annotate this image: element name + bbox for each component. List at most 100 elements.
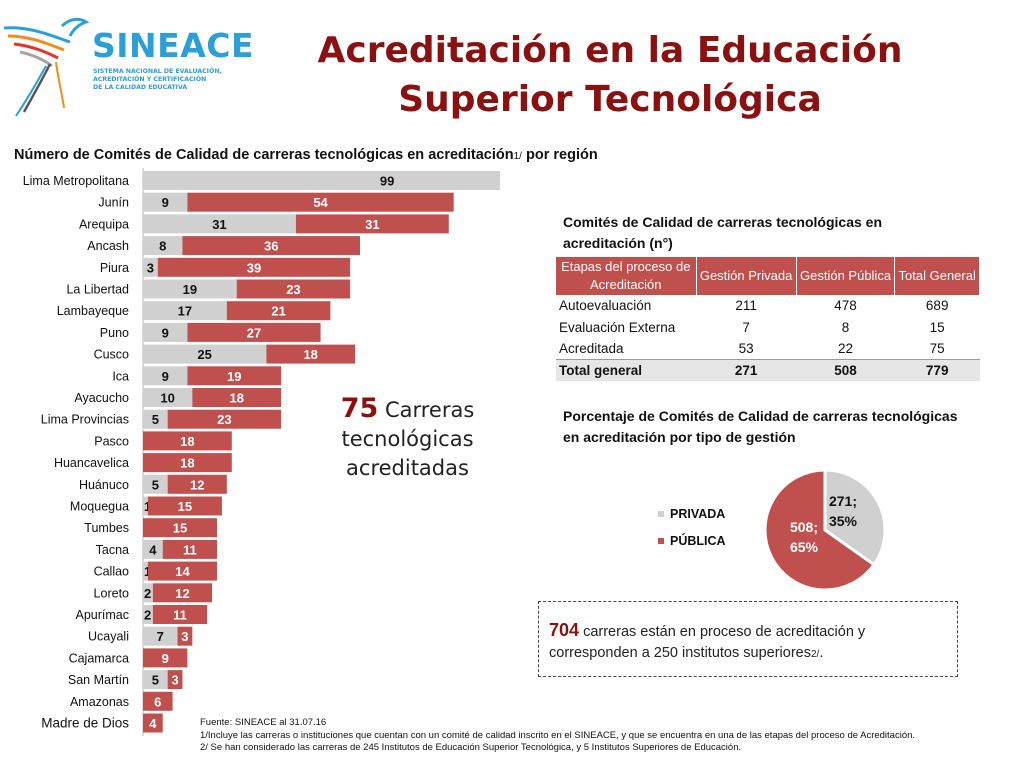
pie-label-publica: 508; — [790, 519, 818, 535]
category-label: Ica — [112, 369, 129, 383]
bird-logo-icon — [3, 17, 90, 117]
bar-privada — [143, 322, 188, 342]
category-label: Lambayeque — [57, 304, 129, 318]
data-label-privada: 9 — [162, 325, 169, 340]
data-label-publica: 15 — [173, 521, 187, 536]
data-label-publica: 18 — [180, 456, 194, 471]
category-label: San Martín — [68, 673, 129, 687]
bar-publica — [192, 388, 282, 407]
data-label-publica: 4 — [149, 716, 157, 731]
table-row: Autoevaluación 211 478 689 — [559, 298, 949, 314]
bar-publica — [157, 257, 351, 277]
bar-publica — [167, 670, 183, 690]
bar-publica — [152, 583, 213, 603]
category-label: Ucayali — [88, 630, 129, 644]
category-label: Amazonas — [70, 695, 129, 709]
data-label-privada: 1 — [144, 564, 151, 579]
bar-publica — [167, 474, 227, 494]
bar-publica — [143, 691, 173, 711]
category-label: Puno — [100, 326, 129, 340]
data-label-publica: 11 — [173, 608, 187, 623]
bar-privada — [143, 561, 148, 581]
data-label-publica: 3 — [171, 673, 178, 688]
data-label-privada: 5 — [152, 477, 159, 492]
data-label-privada: 25 — [197, 347, 211, 362]
pie-legend: PRIVADA PÚBLICA — [658, 500, 726, 554]
legend-swatch — [658, 537, 664, 544]
data-label-publica: 6 — [154, 694, 161, 709]
data-label-publica: 31 — [365, 217, 379, 232]
bar-privada — [143, 539, 163, 559]
pie-label-privada: 271; — [829, 493, 857, 509]
category-label: Cusco — [94, 348, 129, 362]
table-header: Etapas del proceso de Acreditación — [556, 257, 697, 295]
bar-privada — [143, 388, 193, 407]
category-label: Ancash — [87, 239, 129, 253]
comites-table: Etapas del proceso de Acreditación Gesti… — [556, 257, 980, 381]
bar-publica — [143, 453, 232, 473]
data-label-privada: 5 — [152, 673, 159, 688]
bar-privada — [143, 214, 296, 234]
category-label: Moquegua — [70, 500, 129, 514]
pie-slice-privada — [823, 468, 887, 567]
bar-privada — [143, 670, 168, 690]
category-label: Arequipa — [79, 217, 129, 231]
data-label-publica: 18 — [229, 391, 243, 406]
data-label-publica: 23 — [286, 282, 300, 297]
bar-publica — [147, 561, 217, 581]
bar-privada — [143, 344, 267, 364]
table-header: Gestión Pública — [796, 257, 896, 295]
bar-publica — [152, 605, 208, 624]
category-label: Ayacucho — [74, 391, 129, 405]
bar-publica — [182, 236, 361, 256]
summary-box: 704 carreras están en proceso de acredit… — [538, 601, 958, 677]
bar-publica — [143, 518, 217, 538]
bar-privada — [143, 626, 178, 646]
data-label-privada: 31 — [212, 217, 226, 232]
legend-item-publica: PÚBLICA — [658, 527, 726, 554]
category-label: Huancavelica — [54, 456, 129, 470]
category-label: Madre de Dios — [41, 716, 129, 731]
bar-chart: Lima Metropolitana9948Junín954Arequipa31… — [23, 168, 500, 736]
data-label-publica: 27 — [247, 325, 261, 340]
legend-item-privada: PRIVADA — [658, 500, 726, 527]
bar-chart-heading: Número de Comités de Calidad de carreras… — [14, 147, 598, 163]
bar-privada — [143, 409, 168, 429]
category-label: Tumbes — [84, 521, 129, 535]
pie-label-privada: 35% — [829, 513, 858, 529]
bar-privada — [143, 257, 158, 277]
category-label: Piura — [100, 261, 129, 275]
bar-publica — [143, 431, 232, 451]
data-label-privada: 4 — [149, 542, 157, 557]
table-title: Comités de Calidad de carreras tecnológi… — [563, 214, 883, 251]
data-label-privada: 2 — [144, 608, 151, 623]
bar-publica — [147, 496, 222, 516]
bar-publica — [295, 214, 449, 234]
data-label-privada: 7 — [157, 629, 164, 644]
category-label: Apurímac — [76, 608, 130, 622]
data-label-privada: 19 — [183, 282, 197, 297]
data-label-publica: 12 — [175, 586, 189, 601]
data-label-privada: 1 — [144, 499, 151, 514]
data-label-privada: 8 — [159, 239, 166, 254]
bar-publica — [143, 648, 188, 668]
data-label-publica: 12 — [190, 477, 204, 492]
data-label-privada: 10 — [160, 391, 174, 406]
table-row: Acreditada 53 22 75 — [559, 341, 945, 356]
category-label: Tacna — [96, 543, 129, 557]
data-label-privada: 2 — [144, 586, 151, 601]
data-label-privada: 3 — [147, 260, 154, 275]
bar-publica — [143, 713, 163, 733]
bar-publica — [177, 626, 193, 646]
data-label-publica: 39 — [247, 260, 261, 275]
bar-privada — [143, 236, 183, 256]
data-label-publica: 54 — [313, 195, 328, 210]
data-label-privada: 9 — [162, 369, 169, 384]
logo-subtitle: SISTEMA NACIONAL DE EVALUACIÓN, ACREDITA… — [93, 68, 222, 92]
data-label-publica: 15 — [178, 499, 192, 514]
logo-name: SINEACE — [92, 26, 255, 65]
data-label-publica: 21 — [271, 304, 285, 319]
table-total-row: Total general 271 508 779 — [556, 359, 980, 381]
page-title: Acreditación en la Educación Superior Te… — [317, 30, 903, 120]
bar-publica — [187, 192, 454, 212]
